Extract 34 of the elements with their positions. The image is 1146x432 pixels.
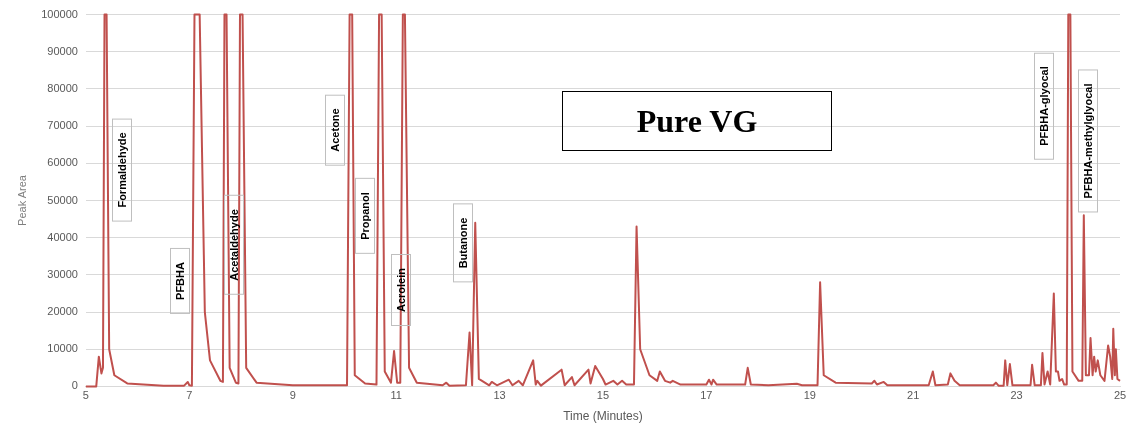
annotation: Acetone (325, 94, 345, 166)
x-tick-label: 11 (390, 389, 402, 402)
y-tick-label: 100000 (41, 7, 78, 20)
y-tick-label: 40000 (47, 230, 78, 243)
annotation: Butanone (453, 203, 473, 283)
y-tick-label: 0 (71, 379, 78, 392)
text: Pure VG (562, 91, 832, 151)
x-tick-label: 5 (82, 389, 89, 402)
x-tick-label: 13 (493, 389, 506, 402)
x-axis-title: Time (Minutes) (563, 409, 643, 424)
y-tick-label: 60000 (47, 156, 78, 169)
y-axis-title: Peak Area (15, 174, 28, 226)
y-tick-label: 80000 (47, 81, 78, 94)
y-tick-label: 70000 (47, 119, 78, 132)
annotation: PFBHA-methylglyocal (1078, 69, 1098, 213)
x-tick-label: 23 (1010, 389, 1023, 402)
annotation: Acetaldehyde (224, 195, 244, 295)
x-tick-label: 17 (700, 389, 713, 402)
annotation: PFBHA-glyocal (1034, 52, 1054, 160)
annotation: Formaldehyde (112, 118, 132, 222)
x-tick-label: 25 (1113, 389, 1127, 402)
y-tick-label: 50000 (47, 193, 78, 206)
x-tick-label: 19 (803, 389, 816, 402)
x-tick-label: 21 (907, 389, 920, 402)
y-tick-label: 30000 (47, 267, 78, 280)
y-tick-label: 10000 (47, 342, 78, 355)
annotation: Propanol (355, 178, 375, 254)
x-tick-label: 15 (596, 389, 610, 402)
y-tick-label: 20000 (47, 305, 78, 318)
x-tick-label: 7 (186, 389, 193, 402)
x-tick-label: 9 (289, 389, 296, 402)
annotation: Acrolein (391, 253, 411, 327)
annotation: PFBHA (170, 248, 190, 314)
y-tick-label: 90000 (47, 44, 78, 57)
